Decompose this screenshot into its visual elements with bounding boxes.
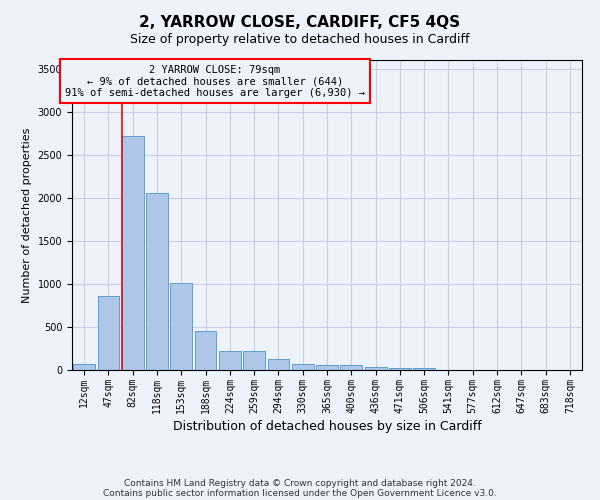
Text: 2, YARROW CLOSE, CARDIFF, CF5 4QS: 2, YARROW CLOSE, CARDIFF, CF5 4QS [139, 15, 461, 30]
Text: Contains public sector information licensed under the Open Government Licence v3: Contains public sector information licen… [103, 488, 497, 498]
Bar [194, 331, 217, 370]
Bar [365, 367, 386, 370]
Bar [243, 350, 265, 370]
Text: Size of property relative to detached houses in Cardiff: Size of property relative to detached ho… [130, 32, 470, 46]
Text: Contains HM Land Registry data © Crown copyright and database right 2024.: Contains HM Land Registry data © Crown c… [124, 478, 476, 488]
X-axis label: Distribution of detached houses by size in Cardiff: Distribution of detached houses by size … [173, 420, 481, 433]
Bar [73, 364, 95, 370]
Bar [340, 366, 362, 370]
Bar [122, 136, 143, 370]
Bar [219, 350, 241, 370]
Bar [389, 368, 411, 370]
Text: 2 YARROW CLOSE: 79sqm
← 9% of detached houses are smaller (644)
91% of semi-deta: 2 YARROW CLOSE: 79sqm ← 9% of detached h… [65, 64, 365, 98]
Bar [316, 366, 338, 370]
Bar [268, 359, 289, 370]
Bar [97, 296, 119, 370]
Y-axis label: Number of detached properties: Number of detached properties [22, 128, 32, 302]
Bar [146, 194, 168, 370]
Bar [170, 283, 192, 370]
Bar [413, 368, 435, 370]
Bar [292, 364, 314, 370]
